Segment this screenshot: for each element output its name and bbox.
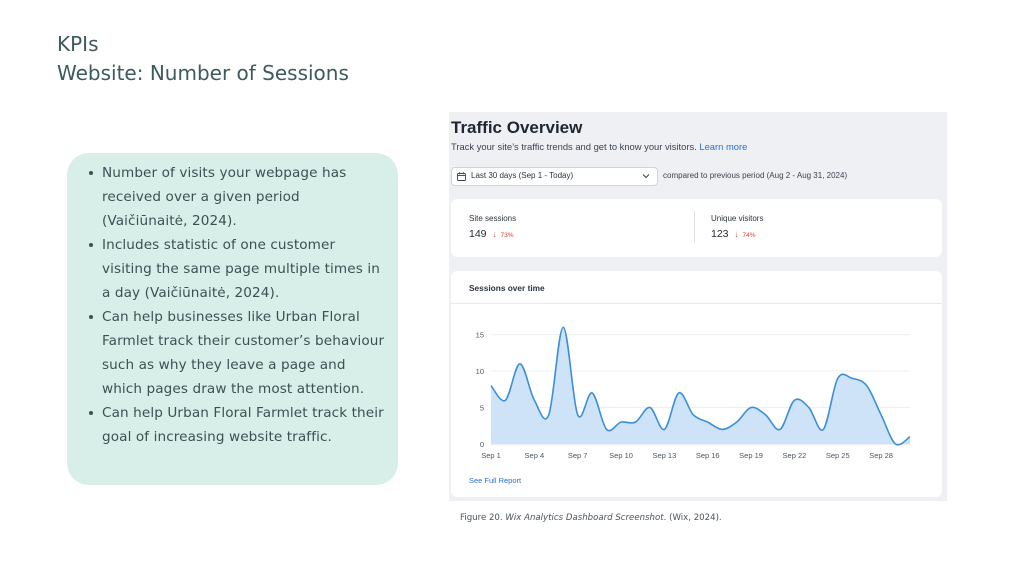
kpi-change: 73% [500, 232, 514, 239]
calendar-icon [457, 172, 466, 181]
kpi-unique-visitors: Unique visitors 123 ↓ 74% [711, 214, 763, 240]
compare-period-text: compared to previous period (Aug 2 - Aug… [663, 171, 848, 180]
x-tick-label: Sep 25 [826, 451, 850, 460]
dashboard-title: Traffic Overview [451, 118, 583, 137]
bullet-item: Includes statistic of one customer visit… [89, 233, 387, 305]
dashboard-subtitle-text: Track your site’s traffic trends and get… [451, 141, 697, 152]
slide-title-line-1: KPIs [57, 32, 99, 56]
date-range-dropdown[interactable]: Last 30 days (Sep 1 - Today) [451, 167, 658, 186]
x-tick-label: Sep 1 [481, 451, 501, 460]
see-full-report-link[interactable]: See Full Report [469, 476, 522, 485]
sessions-chart-card: Sessions over time 0 5 10 15 Sep 1 Sep 4 Sep 7… [451, 271, 942, 497]
date-range-value: Last 30 days (Sep 1 - Today) [471, 171, 574, 180]
dashboard-subtitle: Track your site’s traffic trends and get… [451, 141, 747, 152]
down-arrow-icon: ↓ [492, 230, 497, 239]
x-tick-label: Sep 13 [652, 451, 676, 460]
bullet-item: Can help Urban Floral Farmlet track thei… [89, 401, 387, 449]
slide-title-line-2: Website: Number of Sessions [57, 61, 349, 85]
slide-title: KPIs Website: Number of Sessions [57, 30, 349, 88]
y-tick-label: 0 [480, 440, 484, 449]
bullet-item: Number of visits your webpage has receiv… [89, 161, 387, 233]
kpi-divider [694, 211, 695, 243]
x-tick-label: Sep 19 [739, 451, 763, 460]
chart-title: Sessions over time [469, 283, 545, 293]
y-tick-label: 5 [480, 404, 484, 413]
kpi-change: 74% [742, 232, 756, 239]
caption-italic: Wix Analytics Dashboard Screenshot [505, 513, 664, 523]
kpi-label: Unique visitors [711, 214, 764, 223]
x-tick-label: Sep 28 [869, 451, 893, 460]
x-tick-label: Sep 7 [568, 451, 588, 460]
y-tick-label: 15 [476, 331, 484, 340]
kpi-value: 123 [711, 228, 729, 240]
y-tick-label: 10 [476, 367, 484, 376]
dashboard-screenshot: Traffic Overview Track your site’s traff… [449, 112, 947, 501]
kpi-value: 149 [469, 228, 487, 240]
kpi-site-sessions: Site sessions 149 ↓ 73% [469, 214, 516, 240]
sessions-area [491, 327, 910, 445]
x-tick-label: Sep 16 [696, 451, 720, 460]
x-tick-label: Sep 4 [525, 451, 545, 460]
bullet-item: Can help businesses like Urban Floral Fa… [89, 305, 387, 401]
x-tick-label: Sep 22 [783, 451, 807, 460]
figure-caption: Figure 20. Wix Analytics Dashboard Scree… [460, 513, 722, 523]
divider [451, 303, 942, 304]
sessions-line [490, 326, 911, 446]
kpi-card: Site sessions 149 ↓ 73% Unique visitors 12… [451, 199, 942, 257]
caption-suffix: . (Wix, 2024). [663, 513, 722, 523]
x-tick-label: Sep 10 [609, 451, 633, 460]
bullet-card: Number of visits your webpage has receiv… [67, 153, 398, 485]
down-arrow-icon: ↓ [734, 230, 739, 239]
kpi-label: Site sessions [469, 214, 517, 223]
sessions-chart: 0 5 10 15 Sep 1 Sep 4 Sep 7 Sep 10 Sep 13 Sep 16 S… [476, 326, 911, 460]
chevron-down-icon [642, 174, 650, 179]
caption-prefix: Figure 20. [460, 513, 506, 523]
learn-more-link[interactable]: Learn more [699, 141, 748, 152]
bullet-list: Number of visits your webpage has receiv… [89, 161, 387, 449]
